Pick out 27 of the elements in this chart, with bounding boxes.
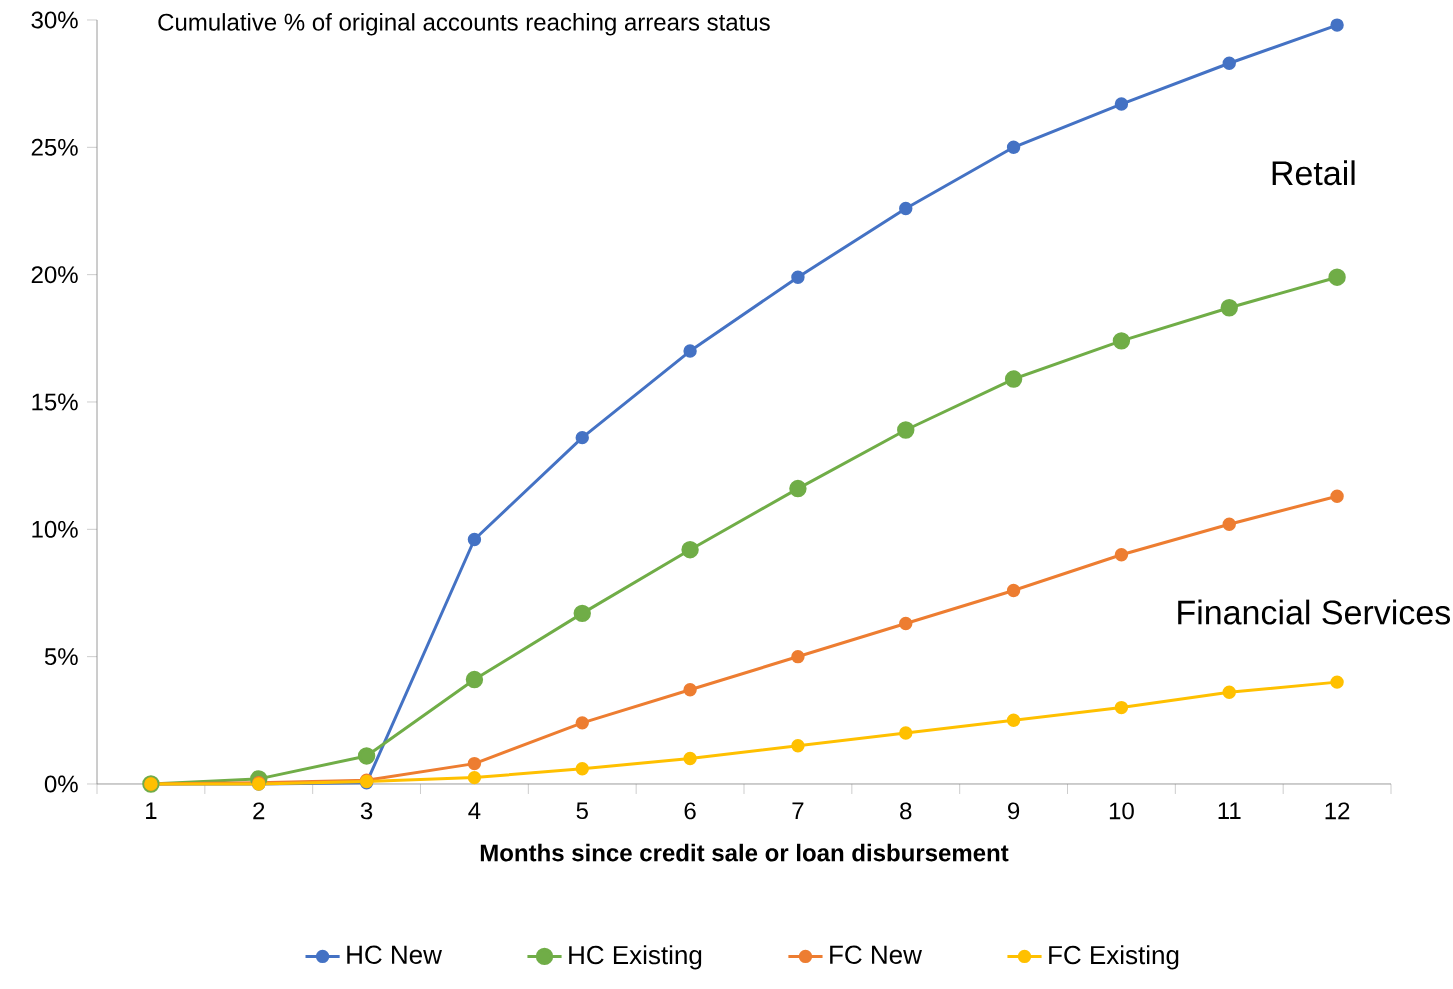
x-tick-label: 12: [1325, 802, 1350, 820]
legend-label: FC Existing: [1049, 945, 1179, 970]
y-tick-label: 0%: [44, 775, 78, 793]
x-tick-label: 4: [468, 802, 481, 819]
x-tick-label: 1: [146, 802, 157, 819]
x-tick-label: 3: [360, 802, 373, 820]
y-tick-label: 10%: [32, 520, 78, 538]
y-tick-label: 15%: [32, 393, 78, 411]
x-axis-title: Months since credit sale or loan disbursement: [480, 843, 1009, 862]
y-tick-label: 5%: [44, 648, 78, 666]
annotation: Financial Services: [1178, 599, 1451, 625]
annotation: Retail: [1272, 160, 1355, 186]
legend-label: HC New: [347, 945, 442, 964]
x-tick-label: 11: [1218, 802, 1241, 819]
y-tick-label: 25%: [31, 138, 78, 156]
y-tick-label: 30%: [31, 11, 78, 29]
x-tick-label: 2: [253, 802, 265, 820]
x-tick-label: 7: [792, 802, 804, 819]
legend-label: FC New: [830, 945, 922, 964]
chart-title: Cumulative % of original accounts reaching arrears status: [158, 13, 770, 36]
x-tick-label: 10: [1109, 802, 1134, 820]
legend-label: HC Existing: [569, 945, 702, 970]
y-tick-label: 20%: [31, 266, 78, 284]
x-tick-label: 5: [576, 802, 588, 820]
x-tick-label: 6: [684, 802, 696, 820]
x-tick-label: 9: [1008, 802, 1020, 820]
x-tick-label: 8: [900, 802, 912, 820]
